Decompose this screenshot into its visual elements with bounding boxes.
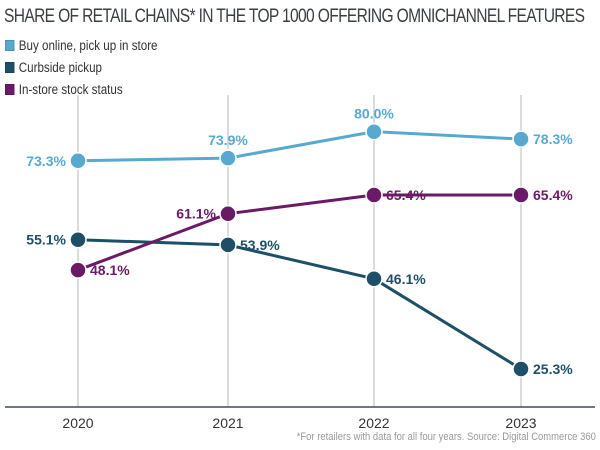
data-label: 73.9%: [208, 132, 248, 148]
data-point: [512, 130, 530, 148]
series-line: [77, 130, 522, 163]
data-label: 73.3%: [26, 153, 66, 169]
series-line: [77, 238, 522, 371]
data-point: [365, 186, 383, 204]
footnote: *For retailers with data for all four ye…: [296, 431, 596, 443]
x-tick-label: 2020: [62, 415, 93, 431]
data-label: 25.3%: [533, 361, 573, 377]
x-tick-label: 2021: [212, 415, 243, 431]
data-label: 55.1%: [26, 232, 66, 248]
legend-label: In-store stock status: [18, 82, 123, 97]
data-point: [512, 360, 530, 378]
data-label: 80.0%: [354, 106, 394, 122]
series-line: [77, 193, 521, 272]
legend-item-curbside: Curbside pickup: [5, 60, 102, 75]
legend-label: Buy online, pick up in store: [18, 38, 158, 53]
data-point: [512, 186, 530, 204]
x-tick-label: 2022: [358, 415, 389, 431]
data-point: [219, 149, 237, 167]
data-label: 65.4%: [533, 187, 573, 203]
legend-item-stock-status: In-store stock status: [5, 82, 123, 97]
data-label: 78.3%: [533, 131, 573, 147]
data-point: [69, 152, 87, 170]
data-point: [365, 122, 383, 141]
data-point: [69, 261, 87, 279]
data-label: 65.4%: [386, 187, 426, 203]
data-point: [219, 204, 237, 223]
chart-title: SHARE OF RETAIL CHAINS* IN THE TOP 1000 …: [4, 6, 585, 27]
data-label: 53.9%: [240, 237, 280, 253]
legend-label: Curbside pickup: [18, 60, 103, 75]
legend-swatch: [5, 40, 15, 51]
x-tick-label: 2023: [505, 415, 536, 431]
legend-swatch: [5, 84, 15, 95]
legend-swatch: [5, 62, 15, 73]
data-point: [365, 270, 383, 288]
data-point: [219, 236, 237, 254]
legend-item-bopis: Buy online, pick up in store: [5, 38, 158, 53]
data-label: 61.1%: [176, 206, 216, 222]
data-label: 48.1%: [90, 262, 130, 278]
data-point: [69, 230, 87, 249]
data-label: 46.1%: [386, 271, 426, 287]
